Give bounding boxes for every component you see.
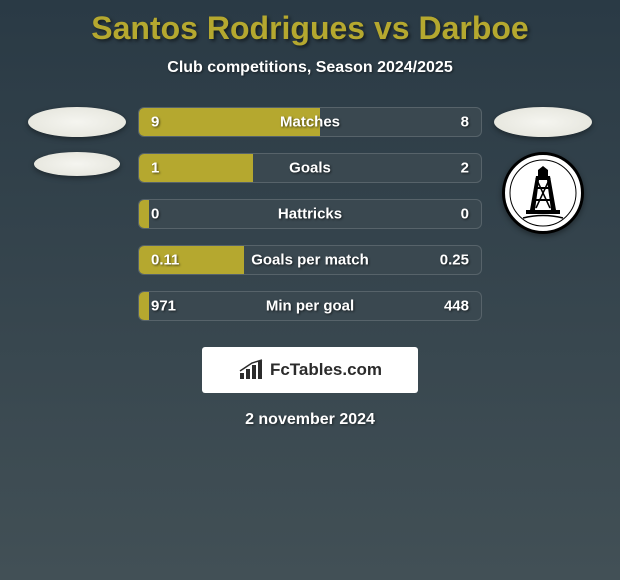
stat-row: 971 448 Min per goal xyxy=(138,291,482,321)
bar-left-fill xyxy=(139,200,149,228)
stat-row: 1 2 Goals xyxy=(138,153,482,183)
stat-label: Hattricks xyxy=(278,206,342,223)
stat-value-left: 971 xyxy=(151,298,176,315)
comparison-content: 9 8 Matches 1 2 Goals 0 0 Hattricks 0.11 0.25 Goals… xyxy=(0,107,620,337)
brand-text: FcTables.com xyxy=(270,360,382,380)
stat-value-right: 448 xyxy=(444,298,469,315)
stat-label: Min per goal xyxy=(266,298,354,315)
stat-value-left: 0 xyxy=(151,206,159,223)
stat-label: Matches xyxy=(280,114,340,131)
stat-row: 9 8 Matches xyxy=(138,107,482,137)
right-team-logo-1 xyxy=(494,107,592,137)
stat-value-left: 0.11 xyxy=(151,252,179,269)
stats-bars: 9 8 Matches 1 2 Goals 0 0 Hattricks 0.11 0.25 Goals… xyxy=(138,107,482,337)
subtitle: Club competitions, Season 2024/2025 xyxy=(0,59,620,77)
right-team-logo-2 xyxy=(502,152,584,234)
right-logo-column xyxy=(494,107,592,337)
stat-row: 0.11 0.25 Goals per match xyxy=(138,245,482,275)
stat-value-right: 0 xyxy=(461,206,469,223)
stat-value-left: 9 xyxy=(151,114,159,131)
bar-left-fill xyxy=(139,292,149,320)
left-logo-column xyxy=(28,107,126,337)
stat-label: Goals per match xyxy=(251,252,369,269)
brand-box: FcTables.com xyxy=(202,347,418,393)
date-text: 2 november 2024 xyxy=(0,411,620,429)
left-team-logo-2 xyxy=(34,152,120,176)
oil-derrick-icon xyxy=(508,158,578,228)
stat-value-right: 2 xyxy=(461,160,469,177)
page-title: Santos Rodrigues vs Darboe xyxy=(0,10,620,47)
chart-icon xyxy=(238,359,264,381)
stat-value-right: 8 xyxy=(461,114,469,131)
stat-row: 0 0 Hattricks xyxy=(138,199,482,229)
stat-label: Goals xyxy=(289,160,331,177)
stat-value-left: 1 xyxy=(151,160,159,177)
stat-value-right: 0.25 xyxy=(440,252,469,269)
left-team-logo-1 xyxy=(28,107,126,137)
